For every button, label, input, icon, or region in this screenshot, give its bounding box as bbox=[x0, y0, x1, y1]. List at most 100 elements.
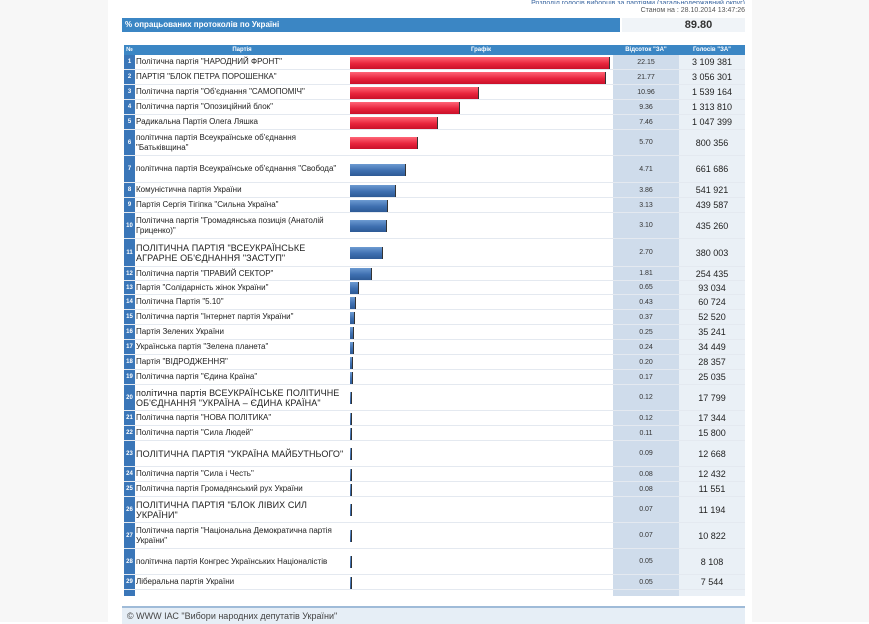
party-name: Політична партія "Громадянська позиція (… bbox=[136, 215, 324, 235]
top-link[interactable]: Розподіл голосів виборців за партіями (з… bbox=[531, 0, 745, 4]
row-number: 11 bbox=[126, 249, 133, 256]
votes-value: 60 724 bbox=[698, 297, 726, 307]
row-number: 28 bbox=[126, 558, 133, 565]
row-number: 25 bbox=[126, 486, 133, 492]
party-name: Політична партія "ПРАВИЙ СЕКТОР" bbox=[136, 268, 274, 278]
votes-value: 541 921 bbox=[695, 185, 729, 195]
party-name: Політична партія "Інтернет партія Україн… bbox=[136, 312, 294, 321]
row-number: 18 bbox=[126, 359, 133, 365]
pct-value: 0.24 bbox=[639, 343, 653, 351]
row-number: 24 bbox=[126, 471, 133, 477]
pct-value: 0.12 bbox=[639, 394, 653, 401]
col-header-votes: Голосів "ЗА" bbox=[692, 47, 732, 53]
chart-bar bbox=[350, 504, 352, 516]
party-name: Ліберальна партія України bbox=[136, 577, 235, 586]
party-name: Політична партія Громадянський рух Украї… bbox=[136, 484, 303, 493]
table-row: 25 Політична партія Громадянський рух Укр… bbox=[124, 482, 745, 497]
party-name: Політична партія "НОВА ПОЛІТИКА" bbox=[136, 413, 272, 422]
votes-value: 15 800 bbox=[698, 428, 726, 438]
pct-value: 2.70 bbox=[639, 249, 653, 256]
pct-value: 0.05 bbox=[639, 578, 653, 586]
pct-value: 0.11 bbox=[639, 429, 653, 437]
footer: © WWW ІАС "Вибори народних депутатів Укр… bbox=[122, 606, 745, 624]
party-name: Політична партія "НАРОДНИЙ ФРОНТ" bbox=[136, 57, 282, 66]
chart-bar bbox=[350, 392, 352, 404]
pct-value: 1.81 bbox=[639, 270, 653, 277]
table-row: 14 Політична Партія "5.10" 0.43 60 724 bbox=[124, 295, 745, 310]
party-name: Політична Партія "5.10" bbox=[136, 297, 224, 306]
chart-bar bbox=[350, 469, 352, 481]
party-name: Комуністична партія України bbox=[136, 185, 242, 194]
row-number: 21 bbox=[126, 415, 133, 421]
row-number: 27 bbox=[126, 532, 133, 539]
party-name: Політична партія "Об'єднання "САМОПОМІЧ" bbox=[136, 87, 305, 96]
processed-value: 89.80 bbox=[622, 18, 745, 32]
party-name: політична партія Всеукраїнське об'єднанн… bbox=[136, 164, 337, 173]
votes-value: 435 260 bbox=[695, 220, 729, 231]
table-row: 17 Українська партія "Зелена планета" 0.24… bbox=[124, 340, 745, 355]
table-row: 5 Радикальна Партія Олега Ляшка 7.46 1 047 … bbox=[124, 115, 745, 130]
votes-value: 3 056 301 bbox=[691, 72, 733, 82]
row-number: 14 bbox=[126, 299, 133, 305]
party-name: Політична партія "Національна Демократич… bbox=[136, 525, 332, 545]
pct-value: 0.08 bbox=[639, 485, 653, 493]
votes-value: 11 551 bbox=[698, 484, 726, 494]
chart-bar bbox=[350, 282, 359, 294]
chart-bar bbox=[350, 87, 479, 99]
party-name: Радикальна Партія Олега Ляшка bbox=[136, 117, 258, 126]
status-time: Станом на : 28.10.2014 13:47:26 bbox=[640, 7, 745, 14]
votes-value: 661 686 bbox=[695, 164, 729, 174]
num-column bbox=[124, 55, 135, 596]
votes-value: 35 241 bbox=[698, 327, 726, 337]
chart-bar bbox=[350, 57, 610, 69]
pct-value: 0.17 bbox=[639, 373, 653, 381]
pct-value: 22.15 bbox=[637, 58, 655, 66]
party-name: Політична партія "Єдина Країна" bbox=[136, 372, 258, 381]
chart-bar bbox=[350, 577, 352, 589]
col-header-no: № bbox=[126, 47, 133, 53]
footer-copyright: © WWW ІАС "Вибори народних депутатів Укр… bbox=[127, 611, 338, 621]
pct-value: 5.70 bbox=[639, 139, 653, 146]
table-row: 1 Політична партія "НАРОДНИЙ ФРОНТ" 22.15 3… bbox=[124, 55, 745, 70]
row-number: 12 bbox=[126, 270, 133, 277]
pct-value: 0.07 bbox=[639, 506, 653, 513]
table-row: 13 Партія "Солідарність жінок України" 0.6… bbox=[124, 281, 745, 295]
votes-value: 93 034 bbox=[698, 282, 726, 293]
pct-value: 3.10 bbox=[639, 222, 653, 229]
table-row: 7 політична партія Всеукраїнське об'єднан… bbox=[124, 156, 745, 183]
right-margin bbox=[752, 0, 869, 622]
chart-bar bbox=[350, 268, 372, 280]
pct-value: 0.08 bbox=[639, 470, 653, 478]
table-row: 22 Політична партія "Сила Людей" 0.11 15 80… bbox=[124, 426, 745, 441]
row-number: 2 bbox=[127, 74, 132, 80]
row-number: 10 bbox=[126, 222, 133, 229]
party-name: політична партія Всеукраїнське об'єднанн… bbox=[136, 132, 296, 152]
votes-value: 1 539 164 bbox=[691, 87, 733, 97]
chart-bar bbox=[350, 428, 352, 440]
processed-summary: % опрацьованих протоколів по Україні 89.… bbox=[122, 16, 745, 35]
table-row: 2 ПАРТІЯ "БЛОК ПЕТРА ПОРОШЕНКА" 21.77 3 056… bbox=[124, 70, 745, 85]
pct-value: 0.12 bbox=[639, 414, 653, 422]
party-name: Політична партія "Сила Людей" bbox=[136, 428, 253, 437]
table-row: 29 Ліберальна партія України 0.05 7 544 bbox=[124, 575, 745, 590]
votes-value: 254 435 bbox=[695, 268, 729, 279]
col-header-pct: Відсоток "ЗА" bbox=[625, 47, 667, 53]
votes-value: 7 544 bbox=[700, 577, 724, 587]
pct-value: 21.77 bbox=[637, 73, 655, 81]
chart-bar bbox=[350, 200, 388, 212]
votes-value: 34 449 bbox=[698, 342, 726, 352]
votes-value: 12 432 bbox=[698, 469, 726, 479]
chart-bar bbox=[350, 342, 354, 354]
chart-bar bbox=[350, 530, 352, 542]
col-header-chart: Графік bbox=[470, 47, 492, 53]
table-row: 11 ПОЛІТИЧНА ПАРТІЯ "ВСЕУКРАЇНСЬКЕ АГРАРН… bbox=[124, 239, 745, 267]
chart-bar bbox=[350, 372, 353, 384]
table-row: 12 Політична партія "ПРАВИЙ СЕКТОР" 1.81 25… bbox=[124, 267, 745, 281]
party-name: Партія "ВІДРОДЖЕННЯ" bbox=[136, 357, 228, 366]
row-number: 1 bbox=[127, 59, 132, 65]
row-number: 8 bbox=[127, 187, 132, 193]
pct-value: 9.36 bbox=[639, 103, 653, 111]
party-name: ПОЛІТИЧНА ПАРТІЯ "ВСЕУКРАЇНСЬКЕ АГРАРНЕ … bbox=[136, 242, 306, 263]
chart-bar bbox=[350, 137, 418, 149]
votes-value: 52 520 bbox=[698, 312, 726, 322]
